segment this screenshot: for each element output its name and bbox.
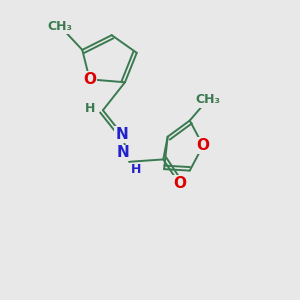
Text: N: N: [116, 127, 128, 142]
Text: N: N: [117, 145, 129, 160]
Text: O: O: [196, 138, 209, 153]
Text: H: H: [85, 102, 95, 115]
Text: CH₃: CH₃: [195, 93, 220, 106]
Text: H: H: [131, 163, 141, 176]
Text: CH₃: CH₃: [48, 20, 73, 33]
Text: O: O: [83, 72, 96, 87]
Text: O: O: [173, 176, 186, 191]
